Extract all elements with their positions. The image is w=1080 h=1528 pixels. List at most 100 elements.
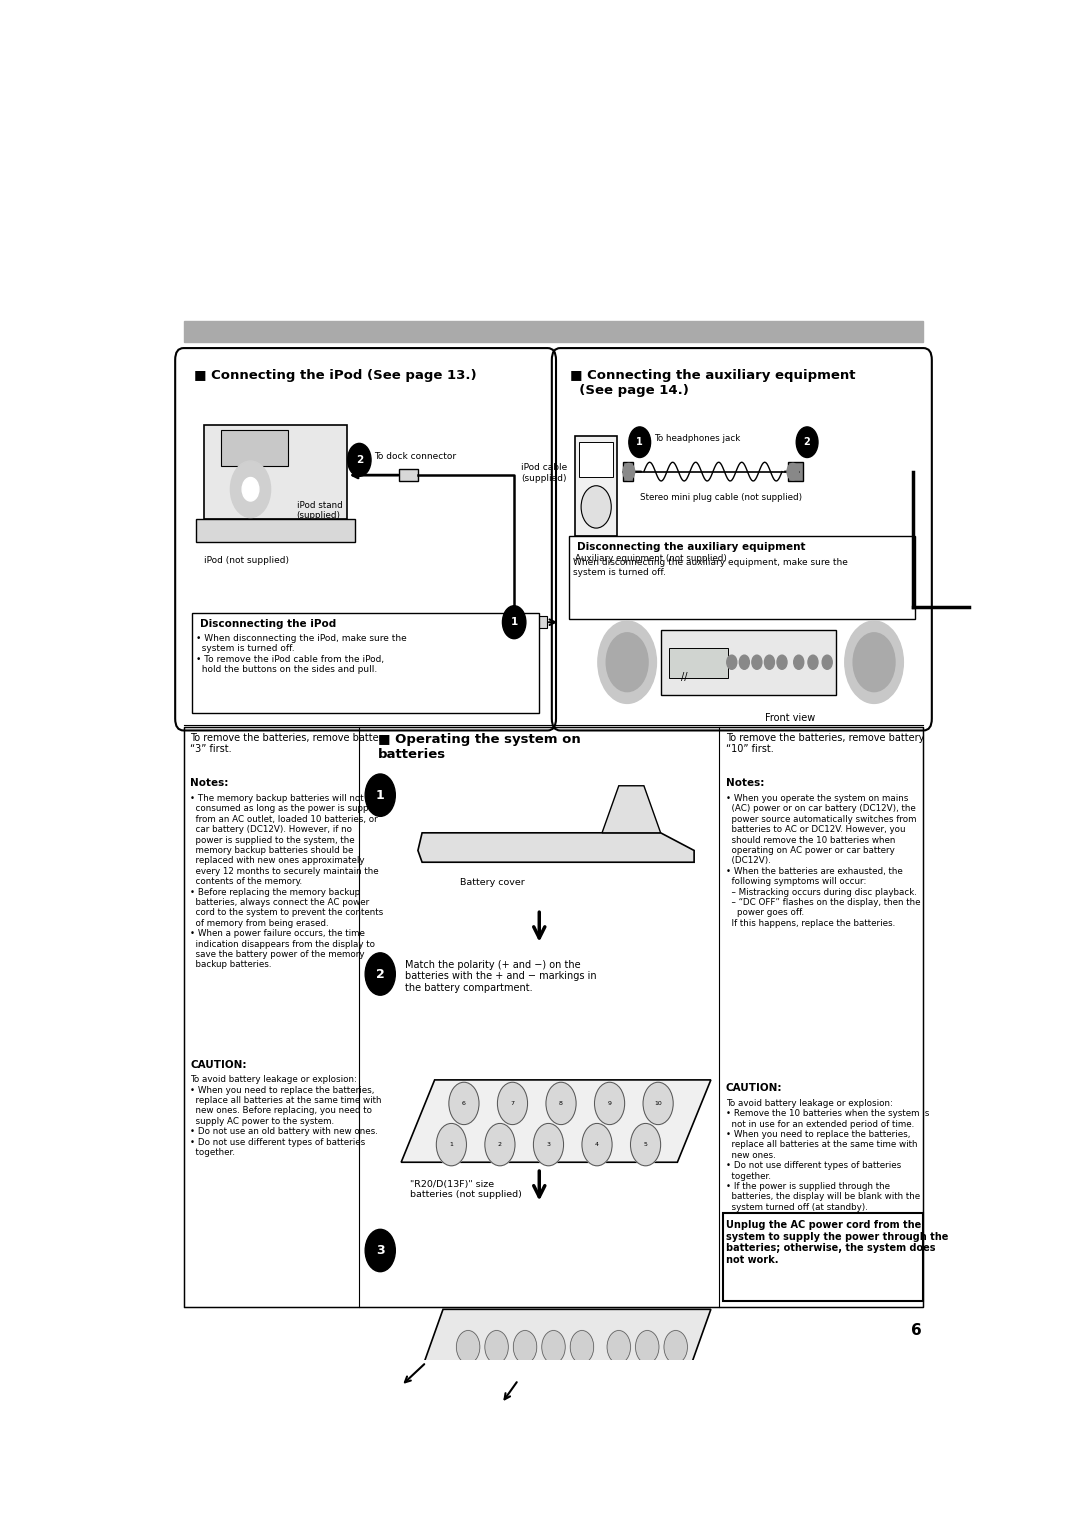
FancyBboxPatch shape: [568, 536, 915, 619]
Circle shape: [230, 461, 271, 518]
Text: 6: 6: [912, 1323, 922, 1339]
Circle shape: [606, 633, 648, 692]
Text: 7: 7: [511, 1102, 514, 1106]
Circle shape: [607, 1331, 631, 1363]
Circle shape: [598, 620, 657, 703]
Text: CAUTION:: CAUTION:: [726, 1083, 782, 1094]
Circle shape: [635, 1331, 659, 1363]
Circle shape: [582, 1123, 612, 1166]
Text: 1: 1: [636, 437, 643, 448]
FancyBboxPatch shape: [661, 631, 836, 695]
Text: To dock connector: To dock connector: [375, 452, 457, 460]
Text: To avoid battery leakage or explosion:
• When you need to replace the batteries,: To avoid battery leakage or explosion: •…: [190, 1076, 381, 1157]
FancyBboxPatch shape: [788, 461, 802, 481]
Circle shape: [457, 1331, 480, 1363]
Text: 10: 10: [654, 1102, 662, 1106]
Text: 2: 2: [355, 455, 363, 465]
Text: Notes:: Notes:: [726, 778, 765, 787]
Text: To remove the batteries, remove battery
“3” first.: To remove the batteries, remove battery …: [190, 733, 389, 755]
FancyBboxPatch shape: [623, 461, 633, 481]
Circle shape: [513, 1331, 537, 1363]
Text: 9: 9: [608, 1102, 611, 1106]
FancyBboxPatch shape: [580, 442, 613, 477]
Text: To headphones jack: To headphones jack: [653, 434, 740, 443]
Circle shape: [485, 1123, 515, 1166]
Text: "R20/D(13F)" size
batteries (not supplied): "R20/D(13F)" size batteries (not supplie…: [409, 1180, 522, 1199]
Bar: [184, 321, 923, 342]
Circle shape: [534, 1123, 564, 1166]
Circle shape: [607, 1331, 631, 1363]
FancyBboxPatch shape: [400, 469, 418, 481]
Circle shape: [436, 1123, 467, 1166]
Polygon shape: [418, 1309, 711, 1380]
Text: 3: 3: [546, 1141, 551, 1148]
Text: CAUTION:: CAUTION:: [190, 1060, 246, 1070]
Circle shape: [534, 1123, 564, 1166]
Circle shape: [542, 1331, 565, 1363]
Text: 8: 8: [559, 1102, 563, 1106]
FancyBboxPatch shape: [669, 648, 728, 677]
Circle shape: [498, 1082, 527, 1125]
Circle shape: [436, 1123, 467, 1166]
Text: When disconnecting the auxiliary equipment, make sure the
system is turned off.: When disconnecting the auxiliary equipme…: [572, 558, 848, 578]
Polygon shape: [401, 1080, 711, 1163]
Text: 5: 5: [644, 1141, 648, 1148]
Text: iPod (not supplied): iPod (not supplied): [204, 556, 289, 565]
Text: Auxiliary equipment (not supplied): Auxiliary equipment (not supplied): [576, 555, 727, 562]
Circle shape: [485, 1123, 515, 1166]
Circle shape: [796, 426, 818, 457]
Circle shape: [635, 1331, 659, 1363]
Text: iPod cable
(supplied): iPod cable (supplied): [521, 463, 567, 483]
Text: Front view: Front view: [766, 712, 815, 723]
Circle shape: [502, 605, 526, 639]
Circle shape: [365, 953, 395, 995]
Text: 4: 4: [595, 1141, 599, 1148]
Polygon shape: [418, 833, 694, 862]
FancyBboxPatch shape: [526, 616, 546, 628]
Text: 2: 2: [804, 437, 810, 448]
Circle shape: [643, 1082, 673, 1125]
Circle shape: [631, 1123, 661, 1166]
Text: 3: 3: [376, 1244, 384, 1258]
Text: ■ Connecting the auxiliary equipment
  (See page 14.): ■ Connecting the auxiliary equipment (Se…: [570, 370, 855, 397]
Text: To avoid battery leakage or explosion:
• Remove the 10 batteries when the system: To avoid battery leakage or explosion: •…: [726, 1099, 929, 1212]
Circle shape: [794, 656, 804, 669]
Circle shape: [752, 656, 761, 669]
FancyBboxPatch shape: [576, 437, 617, 536]
Text: Stereo mini plug cable (not supplied): Stereo mini plug cable (not supplied): [639, 494, 801, 501]
Circle shape: [546, 1082, 576, 1125]
Circle shape: [242, 477, 259, 501]
Text: • When disconnecting the iPod, make sure the
  system is turned off.
• To remove: • When disconnecting the iPod, make sure…: [197, 634, 407, 674]
Text: Unplug the AC power cord from the
system to supply the power through the
batteri: Unplug the AC power cord from the system…: [726, 1219, 948, 1265]
Text: • The memory backup batteries will not be
  consumed as long as the power is sup: • The memory backup batteries will not b…: [190, 795, 384, 969]
Text: 6: 6: [462, 1102, 465, 1106]
Circle shape: [623, 463, 635, 480]
Circle shape: [542, 1331, 565, 1363]
Circle shape: [365, 1230, 395, 1271]
Circle shape: [765, 656, 774, 669]
Circle shape: [787, 463, 799, 480]
Circle shape: [348, 443, 372, 477]
Text: 1: 1: [376, 788, 384, 802]
Circle shape: [727, 656, 737, 669]
Text: 1: 1: [449, 1141, 454, 1148]
Text: iPod stand
(supplied): iPod stand (supplied): [297, 501, 342, 521]
Text: Disconnecting the auxiliary equipment: Disconnecting the auxiliary equipment: [577, 542, 806, 552]
Circle shape: [777, 656, 787, 669]
FancyBboxPatch shape: [724, 1213, 923, 1302]
Circle shape: [845, 620, 903, 703]
Circle shape: [594, 1082, 624, 1125]
Circle shape: [643, 1082, 673, 1125]
Circle shape: [570, 1331, 594, 1363]
Circle shape: [449, 1082, 480, 1125]
Circle shape: [808, 656, 818, 669]
Circle shape: [449, 1082, 480, 1125]
Polygon shape: [197, 518, 355, 542]
Circle shape: [485, 1331, 509, 1363]
Polygon shape: [204, 425, 347, 518]
Text: Battery cover: Battery cover: [460, 877, 525, 886]
FancyBboxPatch shape: [192, 613, 539, 712]
Polygon shape: [602, 785, 661, 833]
Text: ■ Operating the system on
batteries: ■ Operating the system on batteries: [378, 733, 580, 761]
Text: //: //: [680, 672, 687, 681]
